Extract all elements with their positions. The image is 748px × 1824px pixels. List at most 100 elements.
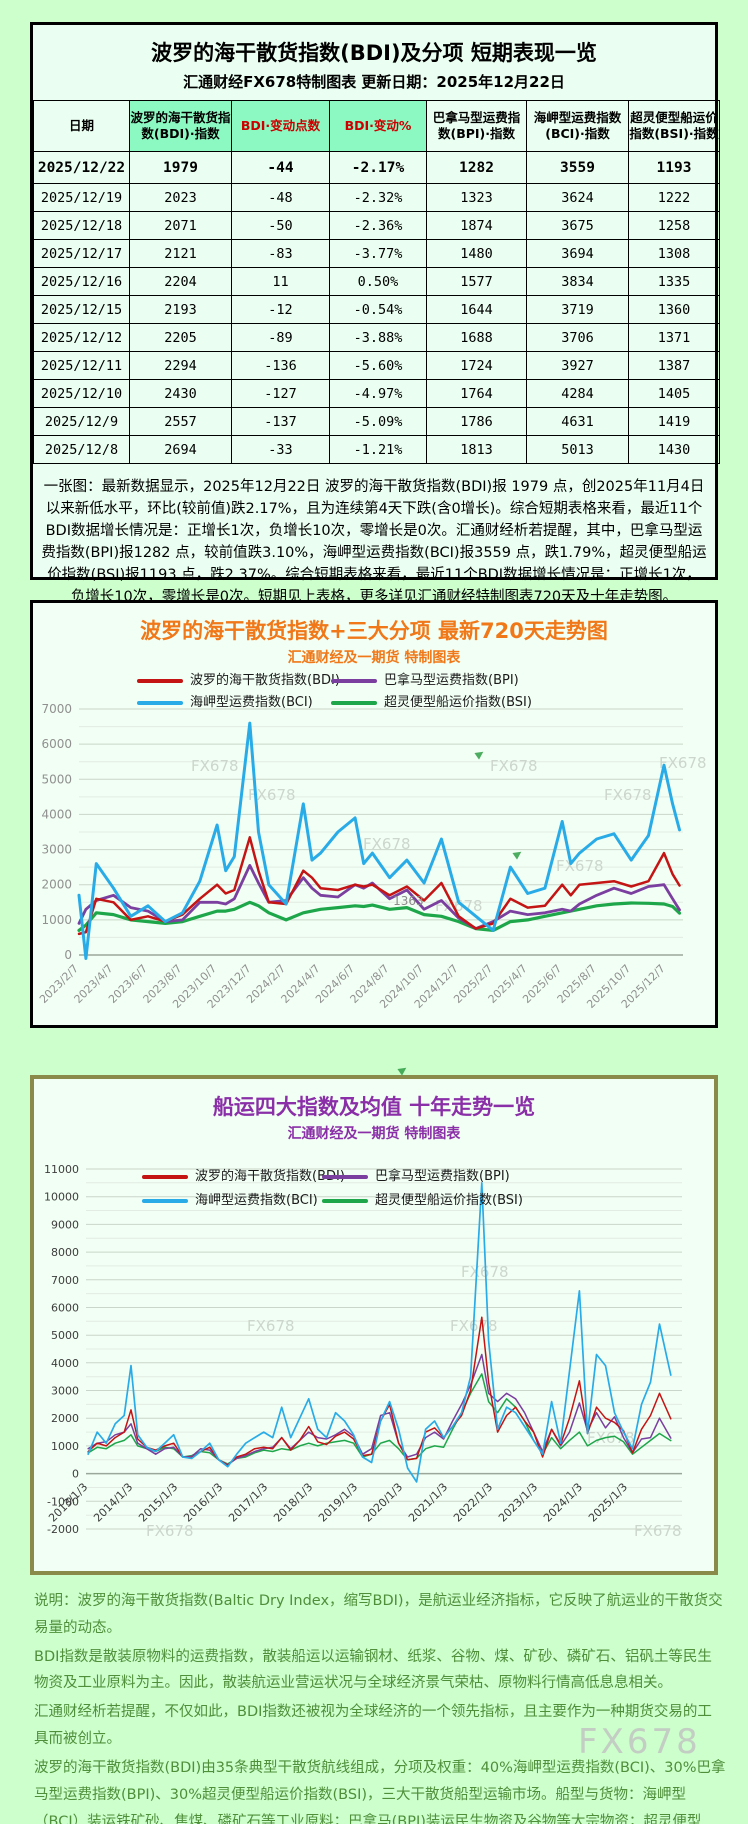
table-row: 2025/12/22 1979 -44 -2.17% 1282 3559 1193: [33, 151, 720, 184]
table-cell: 0.50%: [329, 267, 427, 296]
table-cell: 1764: [426, 379, 527, 408]
chart-10year-panel: 船运四大指数及均值 十年走势一览 汇通财经及一期货 特制图表 -2000 -100…: [30, 1075, 718, 1575]
legend-label: 波罗的海干散货指数(BDI): [195, 1169, 345, 1184]
table-cell: 3559: [526, 151, 629, 184]
svg-text:2000: 2000: [41, 878, 72, 892]
column-header: 日期: [33, 100, 130, 152]
table-cell: -2.17%: [329, 151, 427, 184]
table-cell: 3927: [526, 351, 629, 380]
table-cell: -5.60%: [329, 351, 427, 380]
table-cell: 2071: [129, 211, 232, 240]
legend-item: 超灵便型船运价指数(BSI): [322, 1189, 523, 1208]
table-cell: 2025/12/10: [33, 379, 130, 408]
table-cell: 3675: [526, 211, 629, 240]
svg-text:FX678: FX678: [634, 1522, 682, 1540]
table-cell: 1644: [426, 295, 527, 324]
svg-text:FX678: FX678: [659, 754, 707, 772]
column-header: 巴拿马型运费指数(BPI)·指数: [426, 100, 527, 152]
table-cell: -127: [231, 379, 330, 408]
fx678-watermark: FX678: [578, 1722, 701, 1762]
table-cell: 2025/12/17: [33, 239, 130, 268]
table-cell: 3706: [526, 323, 629, 352]
chart-720day-subtitle: 汇通财经及一期货 特制图表: [287, 650, 461, 666]
table-cell: 1430: [628, 435, 720, 464]
legend-label: 巴拿马型运费指数(BPI): [375, 1169, 510, 1184]
table-cell: -48: [231, 183, 330, 212]
legend-swatch-line: [322, 1174, 368, 1179]
table-cell: 1258: [628, 211, 720, 240]
table-cell: 2121: [129, 239, 232, 268]
svg-text:9000: 9000: [51, 1218, 79, 1231]
table-row: 2025/12/8 2694 -33 -1.21% 1813 5013 1430: [33, 435, 720, 464]
table-cell: -3.88%: [329, 323, 427, 352]
chart-720day-title: 波罗的海干散货指数+三大分项 最新720天走势图: [140, 619, 608, 643]
table-cell: 2023: [129, 183, 232, 212]
legend-item: 巴拿马型运费指数(BPI): [322, 1165, 510, 1184]
svg-text:FX678: FX678: [604, 786, 652, 804]
legend-swatch-line: [142, 1174, 188, 1179]
table-cell: 1308: [628, 239, 720, 268]
table-cell: 3694: [526, 239, 629, 268]
table-cell: 2294: [129, 351, 232, 380]
table-cell: -50: [231, 211, 330, 240]
table-cell: 1335: [628, 267, 720, 296]
table-cell: 3624: [526, 183, 629, 212]
svg-text:8000: 8000: [51, 1246, 79, 1259]
green-triangle-icon: [397, 1064, 409, 1076]
table-cell: 4284: [526, 379, 629, 408]
svg-text:FX678: FX678: [556, 857, 604, 875]
legend-item: 波罗的海干散货指数(BDI): [142, 1165, 345, 1184]
legend-label: 巴拿马型运费指数(BPI): [384, 673, 519, 688]
column-header: 海岬型运费指数(BCI)·指数: [526, 100, 629, 152]
svg-text:FX678: FX678: [461, 1263, 509, 1281]
table-cell: 5013: [526, 435, 629, 464]
short-term-table-panel: 波罗的海干散货指数(BDI)及分项 短期表现一览 汇通财经FX678特制图表 更…: [30, 22, 720, 605]
table-cell: 2193: [129, 295, 232, 324]
table-cell: 2204: [129, 267, 232, 296]
table-cell: 1724: [426, 351, 527, 380]
legend-label: 波罗的海干散货指数(BDI): [190, 673, 340, 688]
footer-line: BDI指数是散装原物料的运费指数，散装船运以运输钢材、纸浆、谷物、煤、矿砂、磷矿…: [34, 1648, 712, 1692]
svg-text:FX678: FX678: [146, 1522, 194, 1540]
table-cell: 2430: [129, 379, 232, 408]
legend-swatch-line: [331, 678, 377, 683]
table-cell: 2025/12/11: [33, 351, 130, 380]
legend-swatch-line: [137, 700, 183, 705]
svg-text:FX678: FX678: [247, 1317, 295, 1335]
svg-text:10000: 10000: [44, 1191, 79, 1204]
table-cell: 1577: [426, 267, 527, 296]
column-header: 超灵便型船运价指数(BSI)·指数: [628, 100, 720, 152]
table-row: 2025/12/17 2121 -83 -3.77% 1480 3694 1308: [33, 239, 720, 268]
table-panel-title: 波罗的海干散货指数(BDI)及分项 短期表现一览: [151, 41, 597, 65]
table-cell: -4.97%: [329, 379, 427, 408]
table-cell: -2.32%: [329, 183, 427, 212]
table-cell: 1813: [426, 435, 527, 464]
table-cell: -83: [231, 239, 330, 268]
column-header: BDI·变动点数: [231, 100, 330, 152]
svg-text:FX678: FX678: [248, 786, 296, 804]
table-cell: -5.09%: [329, 407, 427, 436]
svg-text:6000: 6000: [41, 737, 72, 751]
svg-text:FX678: FX678: [191, 757, 239, 775]
table-cell: 1480: [426, 239, 527, 268]
svg-text:1000: 1000: [51, 1440, 79, 1453]
table-cell: 2025/12/16: [33, 267, 130, 296]
table-row: 2025/12/16 2204 11 0.50% 1577 3834 1335: [33, 267, 720, 296]
footer-line: 汇通财经析若提醒，不仅如此，BDI指数还被视为全球经济的一个领先指标，且主要作为…: [34, 1704, 712, 1748]
table-cell: 1371: [628, 323, 720, 352]
svg-text:FX678: FX678: [363, 835, 411, 853]
chart-10year-plot: -2000 -1000 0 1000 2000 3000 4000 5000 6000 7000 8…: [44, 1163, 682, 1540]
svg-text:11000: 11000: [44, 1163, 79, 1176]
svg-text:4000: 4000: [51, 1357, 79, 1370]
bdi-short-term-table: 日期 波罗的海干散货指数(BDI)·指数 BDI·变动点数 BDI·变动% 巴拿马型运费…: [33, 100, 720, 464]
legend-swatch-line: [331, 700, 377, 705]
table-cell: 1193: [628, 151, 720, 184]
legend-item: 巴拿马型运费指数(BPI): [331, 669, 519, 688]
table-cell: 1419: [628, 407, 720, 436]
svg-text:1000: 1000: [41, 913, 72, 927]
table-cell: 2025/12/18: [33, 211, 130, 240]
svg-text:FX678: FX678: [490, 757, 538, 775]
table-row: 2025/12/10 2430 -127 -4.97% 1764 4284 1405: [33, 379, 720, 408]
svg-text:FX678: FX678: [587, 1429, 635, 1447]
